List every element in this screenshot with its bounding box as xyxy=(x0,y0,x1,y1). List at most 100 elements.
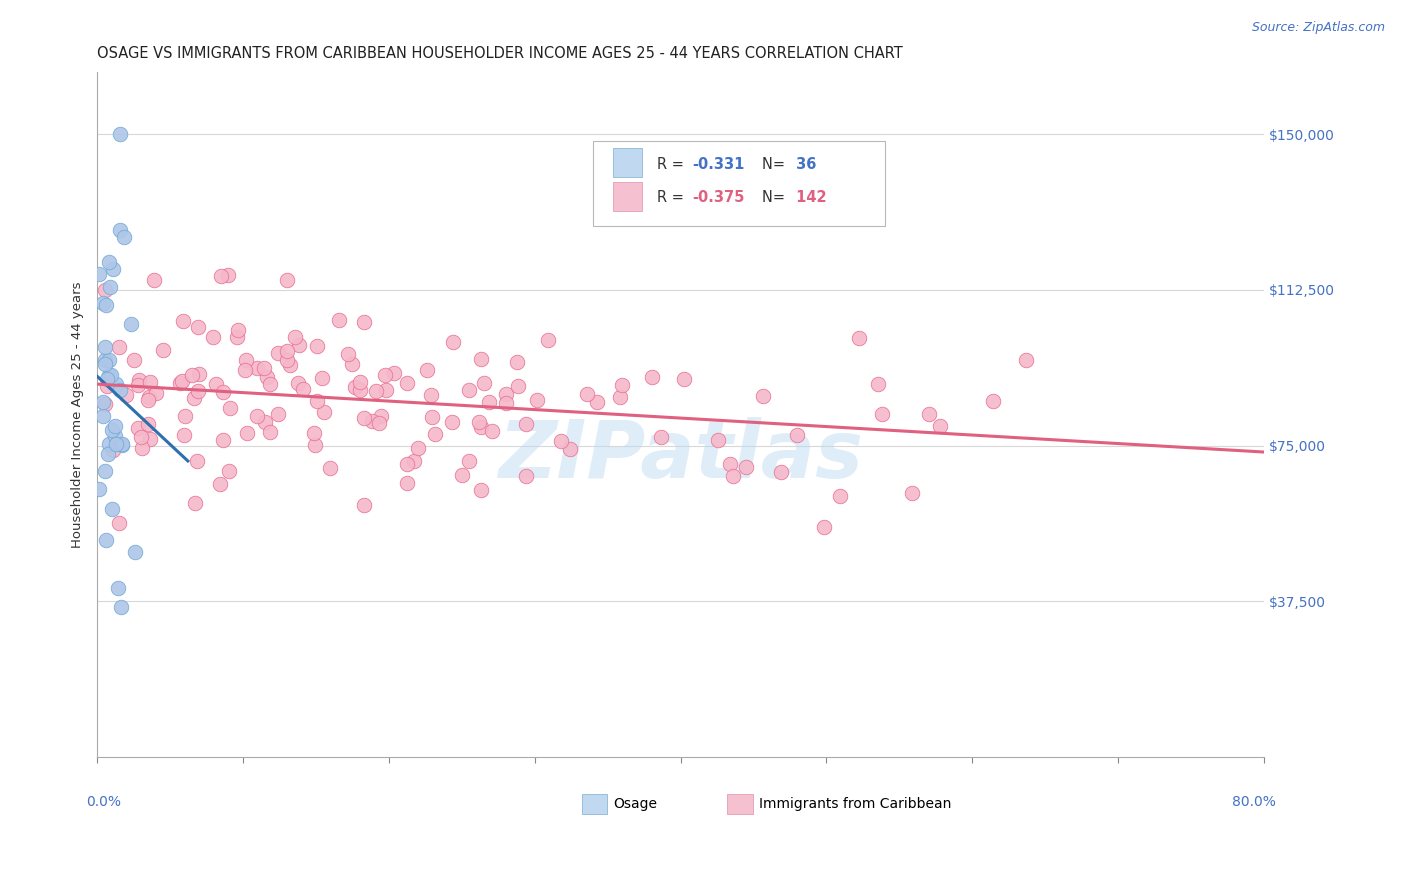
Point xyxy=(136,392,159,407)
Point xyxy=(253,361,276,376)
Point xyxy=(267,345,290,359)
Point xyxy=(136,417,159,431)
Text: -0.375: -0.375 xyxy=(692,190,745,205)
Point xyxy=(225,330,247,344)
Point xyxy=(98,352,121,367)
Point xyxy=(101,424,124,438)
Point xyxy=(93,464,115,478)
Point xyxy=(201,329,224,343)
Point xyxy=(868,377,890,392)
Point xyxy=(172,374,194,388)
Point xyxy=(131,441,153,455)
Point xyxy=(468,415,491,429)
Point xyxy=(550,434,572,449)
Point xyxy=(575,386,598,401)
Point xyxy=(96,379,118,393)
Point xyxy=(111,438,134,452)
Point xyxy=(246,361,269,376)
Point xyxy=(419,388,441,402)
Point xyxy=(94,357,117,371)
Point xyxy=(304,426,326,441)
Point xyxy=(641,369,664,384)
Point xyxy=(110,383,132,397)
Point xyxy=(104,428,127,442)
Bar xyxy=(727,794,754,814)
Text: Immigrants from Caribbean: Immigrants from Caribbean xyxy=(759,797,952,811)
Point xyxy=(506,355,529,369)
Text: 142: 142 xyxy=(792,190,827,205)
Point xyxy=(515,469,537,483)
Point xyxy=(108,340,131,354)
Point xyxy=(96,298,118,312)
Point xyxy=(292,382,315,396)
Point xyxy=(813,520,835,534)
Point xyxy=(319,460,342,475)
Point xyxy=(441,334,464,349)
Point xyxy=(276,344,298,359)
Text: ZIPatlas: ZIPatlas xyxy=(498,417,863,494)
Point xyxy=(98,280,121,294)
Point xyxy=(187,368,209,382)
Point xyxy=(97,437,120,451)
Point xyxy=(361,414,384,428)
Point xyxy=(508,379,530,393)
Point xyxy=(128,373,150,387)
Point xyxy=(450,467,472,482)
Point xyxy=(218,464,240,478)
Point xyxy=(786,428,808,442)
Y-axis label: Householder Income Ages 25 - 44 years: Householder Income Ages 25 - 44 years xyxy=(72,281,84,548)
Point xyxy=(266,407,288,421)
Point xyxy=(457,383,479,397)
Point xyxy=(284,330,307,344)
Point xyxy=(720,457,742,471)
Point xyxy=(96,371,118,385)
Point xyxy=(124,545,146,559)
Point xyxy=(111,436,134,450)
Point xyxy=(848,331,870,345)
Point xyxy=(364,384,387,399)
Point xyxy=(288,338,311,352)
Point xyxy=(402,454,425,468)
Point xyxy=(918,407,941,421)
Point xyxy=(112,230,135,244)
Point xyxy=(233,362,256,376)
Bar xyxy=(613,148,643,177)
Point xyxy=(481,424,503,438)
Text: Source: ZipAtlas.com: Source: ZipAtlas.com xyxy=(1251,21,1385,34)
Point xyxy=(217,268,239,282)
Point xyxy=(127,377,149,392)
Point xyxy=(723,468,745,483)
Bar xyxy=(582,794,607,814)
Point xyxy=(174,409,197,423)
Point xyxy=(173,427,195,442)
Point xyxy=(929,418,952,433)
Point xyxy=(340,357,363,371)
Text: 80.0%: 80.0% xyxy=(1232,795,1275,808)
Point xyxy=(228,323,250,337)
Point xyxy=(353,498,375,512)
Point xyxy=(735,459,758,474)
Point xyxy=(458,454,481,468)
Point xyxy=(278,358,301,372)
Point xyxy=(101,262,124,277)
Point xyxy=(108,516,131,530)
Point xyxy=(408,442,430,456)
Point xyxy=(180,368,202,382)
Point xyxy=(100,501,122,516)
Point xyxy=(105,376,128,391)
Point xyxy=(87,482,110,496)
Point xyxy=(752,389,775,403)
Point xyxy=(983,393,1005,408)
Point xyxy=(256,370,278,384)
Point xyxy=(870,407,893,421)
Point xyxy=(311,371,333,385)
Point xyxy=(235,353,257,368)
Point xyxy=(375,383,398,397)
Point xyxy=(353,315,375,329)
Point xyxy=(396,475,419,490)
Point xyxy=(526,393,548,408)
Point xyxy=(218,401,240,415)
Text: R =: R = xyxy=(658,157,689,172)
Point xyxy=(209,477,232,491)
Point xyxy=(187,384,209,399)
